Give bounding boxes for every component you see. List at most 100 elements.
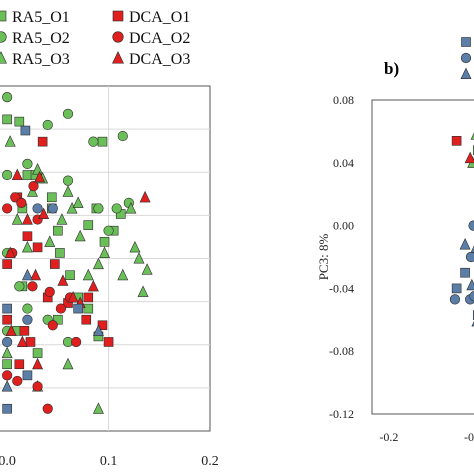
data-point (2, 303, 12, 314)
data-point (30, 268, 42, 281)
right-legend (460, 37, 472, 80)
data-point (25, 337, 36, 347)
data-point (19, 326, 30, 336)
data-point (53, 225, 63, 236)
data-point (34, 170, 46, 183)
data-point (137, 285, 149, 297)
data-point (83, 303, 94, 314)
legend-marker (112, 51, 124, 64)
legend-marker (0, 51, 7, 64)
data-point (62, 357, 74, 370)
data-point (22, 170, 33, 180)
data-point (139, 190, 151, 203)
legend-label: DCA_O1 (129, 9, 190, 26)
data-point (459, 238, 471, 250)
data-point (21, 268, 33, 281)
data-point (97, 320, 108, 331)
data-point (44, 235, 56, 247)
legend-marker (460, 52, 472, 64)
data-point (129, 240, 141, 253)
data-point (99, 246, 110, 258)
data-point (53, 314, 63, 325)
data-point (16, 335, 28, 347)
data-point (133, 252, 145, 264)
data-point (62, 108, 74, 119)
x-tick-label: -0.2 (379, 430, 398, 444)
data-point (2, 370, 13, 381)
data-point (46, 192, 57, 203)
x-tick-label: 0.2 (201, 454, 219, 469)
data-point (2, 92, 13, 103)
data-point (28, 181, 39, 192)
data-point (67, 291, 79, 303)
data-point (469, 291, 474, 302)
data-point (47, 320, 58, 331)
legend-marker (460, 67, 472, 80)
data-point (2, 403, 12, 414)
legend-marker (112, 31, 124, 43)
data-point (92, 324, 104, 336)
data-point (47, 203, 58, 214)
data-point (16, 197, 27, 208)
data-point (65, 270, 75, 280)
panel-label-b: b) (384, 59, 399, 78)
legend-label: RA5_O2 (12, 30, 70, 47)
data-point (451, 136, 462, 146)
data-point (32, 348, 43, 358)
data-point (117, 130, 128, 142)
data-point (62, 185, 74, 197)
data-point (83, 220, 94, 230)
legend-marker (461, 37, 471, 47)
data-point (74, 229, 86, 242)
data-point (99, 237, 110, 247)
data-point (42, 403, 53, 414)
legend-label: RA5_O3 (12, 51, 70, 68)
data-point (93, 203, 104, 214)
y-tick-label: 0.00 (333, 219, 354, 233)
data-point (465, 251, 474, 263)
left-data-points (1, 92, 153, 414)
data-point (2, 114, 12, 125)
data-point (2, 203, 13, 214)
data-point (14, 116, 25, 127)
data-point (1, 380, 13, 392)
right-plot-area (371, 99, 474, 415)
legend-marker (112, 10, 124, 22)
right-data-points (449, 132, 474, 327)
x-tick-label: 0.0 (0, 454, 16, 469)
data-point (466, 278, 474, 291)
legend: RA5_O1 DCA_O1 RA5_O2 DCA_O2 RA5_O3 DCA_O3 (0, 9, 190, 68)
data-point (32, 163, 44, 175)
data-point (22, 158, 33, 170)
data-point (2, 336, 13, 348)
legend-label: RA5_O1 (12, 9, 70, 26)
data-point (2, 314, 12, 325)
data-point (66, 201, 78, 214)
data-point (471, 321, 474, 327)
data-point (71, 336, 82, 348)
data-point (32, 242, 43, 253)
data-point (62, 175, 74, 186)
data-point (56, 213, 68, 225)
data-point (1, 346, 13, 359)
data-point (14, 281, 25, 292)
data-point (2, 259, 12, 269)
data-point (22, 303, 33, 314)
data-point (22, 314, 33, 325)
data-point (2, 169, 13, 181)
data-point (72, 196, 84, 208)
legend-label: DCA_O2 (129, 30, 190, 47)
data-point (4, 135, 16, 147)
data-point (4, 246, 16, 258)
y-tick-label: -0.08 (329, 344, 354, 358)
data-point (82, 268, 94, 281)
data-point (21, 213, 33, 225)
data-point (117, 268, 129, 281)
data-point (97, 136, 108, 147)
x-tick-label: -0.1 (464, 430, 474, 444)
data-point (83, 292, 94, 303)
data-point (449, 294, 461, 305)
data-point (27, 185, 38, 197)
data-point (50, 259, 60, 269)
